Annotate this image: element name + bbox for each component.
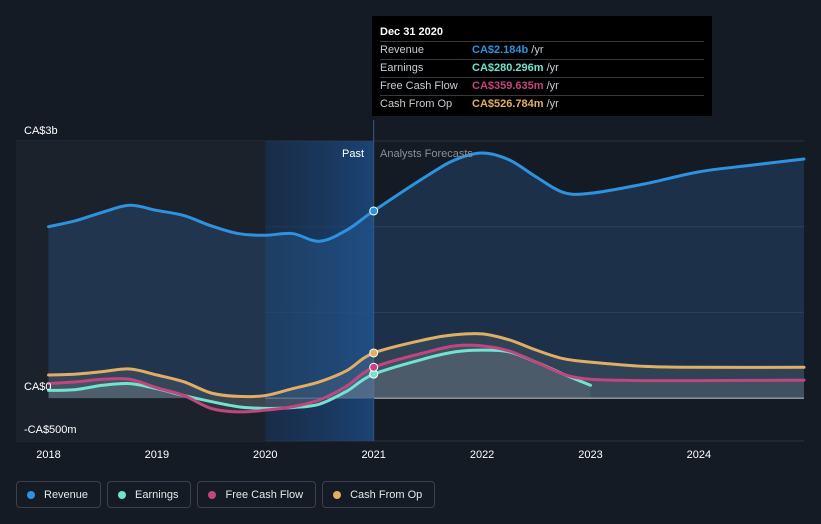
legend-label: Cash From Op: [350, 488, 423, 501]
tooltip-row-revenue: Revenue CA$2.184b /yr: [380, 41, 704, 58]
x-tick-label: 2019: [145, 449, 169, 461]
legend-item-cash-from-op[interactable]: Cash From Op: [322, 481, 436, 508]
tooltip-label: Cash From Op: [380, 98, 453, 110]
tooltip-row-cash-from-op: Cash From Op CA$526.784m /yr: [380, 95, 704, 112]
tooltip-unit: /yr: [546, 62, 559, 74]
tooltip-value: CA$2.184b: [472, 44, 529, 56]
x-tick-label: 2023: [578, 449, 602, 461]
line-cash_from_op: [47, 332, 806, 399]
x-tick-label: 2020: [253, 449, 277, 461]
x-tick-label: 2022: [470, 449, 494, 461]
legend: Revenue Earnings Free Cash Flow Cash Fro…: [16, 481, 436, 508]
y-tick-label: CA$0: [24, 381, 52, 393]
x-tick-label: 2021: [361, 449, 385, 461]
area-cash_from_op: [48, 333, 804, 399]
marker-free_cash_flow: [369, 362, 379, 372]
series-areas: [48, 153, 804, 412]
x-tick-label: 2018: [36, 449, 60, 461]
marker-revenue: [369, 206, 379, 216]
tooltip-label: Revenue: [380, 44, 425, 56]
legend-item-revenue[interactable]: Revenue: [16, 481, 102, 508]
area-revenue: [48, 153, 804, 399]
tooltip-value: CA$280.296m: [472, 62, 544, 74]
x-tick-label: 2024: [687, 449, 711, 461]
forecast-label: Analysts Forecasts: [380, 148, 473, 160]
tooltip: Dec 31 2020 Revenue CA$2.184b /yr Earnin…: [372, 16, 712, 116]
tooltip-row-earnings: Earnings CA$280.296m /yr: [380, 59, 704, 76]
legend-item-earnings[interactable]: Earnings: [107, 481, 192, 508]
area-free_cash_flow: [48, 345, 804, 412]
tooltip-date: Dec 31 2020: [380, 26, 443, 38]
legend-dot-icon: [333, 490, 342, 499]
tooltip-value: CA$359.635m: [472, 80, 544, 92]
series-markers: [369, 206, 379, 379]
axis-labels: Past Analysts Forecasts CA$3b CA$0 -CA$500…: [24, 125, 711, 461]
tooltip-value: CA$526.784m: [472, 98, 544, 110]
tooltip-unit: /yr: [546, 80, 559, 92]
legend-dot-icon: [27, 490, 35, 499]
tooltip-unit: /yr: [546, 98, 559, 110]
legend-label: Revenue: [44, 488, 89, 501]
legend-dot-icon: [118, 490, 127, 499]
area-earnings: [48, 350, 591, 409]
legend-label: Earnings: [135, 488, 179, 501]
past-label: Past: [342, 148, 364, 160]
series-lines: [47, 151, 806, 414]
y-tick-label: -CA$500m: [24, 424, 77, 436]
line-free_cash_flow: [47, 343, 806, 414]
tooltip-row-free-cash-flow: Free Cash Flow CA$359.635m /yr: [380, 77, 704, 94]
marker-cash_from_op: [369, 348, 379, 358]
tooltip-label: Earnings: [380, 62, 424, 74]
line-revenue: [47, 151, 806, 243]
legend-dot-icon: [208, 490, 217, 499]
legend-item-free-cash-flow[interactable]: Free Cash Flow: [197, 481, 317, 508]
y-tick-label: CA$3b: [24, 125, 58, 137]
legend-label: Free Cash Flow: [225, 488, 304, 501]
tooltip-unit: /yr: [531, 44, 544, 56]
tooltip-label: Free Cash Flow: [380, 80, 458, 92]
